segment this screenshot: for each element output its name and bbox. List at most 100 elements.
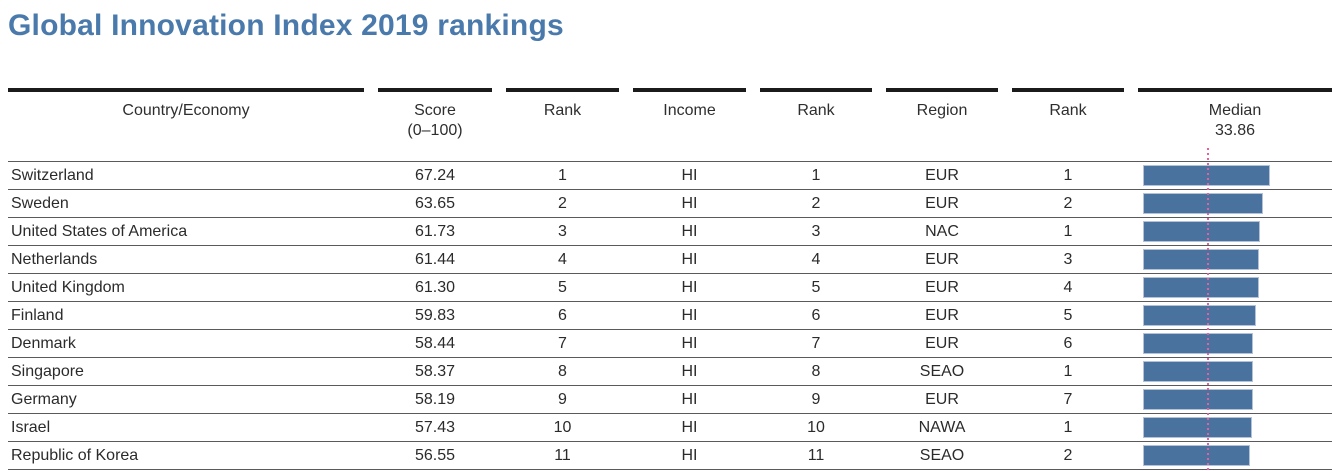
table-row: Republic of Korea 56.55 11 HI 11 SEAO 2: [8, 441, 1332, 469]
score-bar-cell: [1138, 218, 1332, 245]
score-rank-cell: 1: [558, 166, 567, 184]
score-bar-cell: [1138, 274, 1332, 301]
column-header-label: Region: [916, 102, 968, 119]
income-rank-cell: 11: [807, 446, 825, 464]
income-cell: HI: [681, 418, 698, 436]
column-header-label: Rank: [543, 102, 582, 119]
country-cell: Switzerland: [11, 166, 94, 184]
score-rank-cell: 8: [558, 362, 567, 380]
score-bar-track: [1143, 417, 1332, 438]
score-cell: 56.55: [414, 446, 456, 464]
score-bar-cell: [1138, 442, 1332, 469]
region-rank-cell: 6: [1063, 334, 1073, 352]
table-row: Israel 57.43 10 HI 10 NAWA 1: [8, 413, 1332, 441]
region-cell: EUR: [925, 278, 959, 296]
score-cell: 58.19: [414, 390, 456, 408]
income-rank-cell: 6: [811, 306, 821, 324]
region-cell: SEAO: [919, 362, 965, 380]
column-header-label: Country/Economy: [122, 102, 250, 119]
score-bar-track: [1143, 165, 1332, 186]
column-header-median: Median 33.86: [1138, 88, 1332, 161]
score-bar: [1143, 277, 1259, 298]
score-cell: 61.73: [414, 222, 456, 240]
country-cell: Sweden: [11, 194, 69, 212]
table-row: Switzerland 67.24 1 HI 1 EUR 1: [8, 161, 1332, 189]
column-header-sublabel: (0–100): [407, 122, 463, 139]
score-bar: [1143, 165, 1271, 186]
income-rank-cell: 2: [811, 194, 821, 212]
score-bar-track: [1143, 361, 1332, 382]
score-bar-track: [1143, 249, 1332, 270]
income-cell: HI: [681, 306, 698, 324]
region-rank-cell: 2: [1063, 446, 1073, 464]
region-rank-cell: 5: [1063, 306, 1073, 324]
income-cell: HI: [681, 362, 698, 380]
score-rank-cell: 6: [558, 306, 567, 324]
score-bar: [1143, 333, 1254, 354]
region-cell: EUR: [925, 194, 959, 212]
income-cell: HI: [681, 166, 698, 184]
column-header-income-rank: Rank: [760, 88, 872, 161]
table-row: Denmark 58.44 7 HI 7 EUR 6: [8, 329, 1332, 357]
score-bar-cell: [1138, 386, 1332, 413]
income-rank-cell: 1: [811, 166, 821, 184]
country-cell: Republic of Korea: [11, 446, 139, 464]
score-bar: [1143, 417, 1252, 438]
income-cell: HI: [681, 390, 698, 408]
score-bar: [1143, 361, 1254, 382]
region-cell: NAWA: [918, 418, 966, 436]
score-rank-cell: 11: [554, 446, 571, 464]
income-cell: HI: [681, 222, 698, 240]
score-cell: 58.44: [414, 334, 456, 352]
score-bar-track: [1143, 445, 1332, 466]
country-cell: Netherlands: [11, 250, 98, 268]
region-cell: EUR: [925, 334, 959, 352]
country-cell: United States of America: [11, 222, 188, 240]
country-cell: Singapore: [11, 362, 84, 380]
page-title: Global Innovation Index 2019 rankings: [8, 9, 564, 42]
income-rank-cell: 3: [811, 222, 821, 240]
score-bar-cell: [1138, 246, 1332, 273]
country-cell: United Kingdom: [11, 278, 125, 296]
income-rank-cell: 7: [811, 334, 821, 352]
region-cell: EUR: [925, 306, 959, 324]
column-header-score-rank: Rank: [506, 88, 619, 161]
score-cell: 58.37: [414, 362, 456, 380]
country-cell: Germany: [11, 390, 77, 408]
region-rank-cell: 1: [1063, 362, 1073, 380]
column-header-label: Rank: [1049, 102, 1087, 119]
score-rank-cell: 7: [558, 334, 567, 352]
score-bar-cell: [1138, 302, 1332, 329]
score-bar: [1143, 305, 1257, 326]
score-bar: [1143, 445, 1250, 466]
score-bar-cell: [1138, 190, 1332, 217]
income-cell: HI: [681, 446, 698, 464]
region-cell: SEAO: [919, 446, 965, 464]
income-rank-cell: 4: [811, 250, 821, 268]
score-cell: 67.24: [414, 166, 456, 184]
column-header-region: Region: [886, 88, 998, 161]
income-rank-cell: 5: [811, 278, 821, 296]
column-header-label: Score: [414, 102, 456, 119]
table-body: Switzerland 67.24 1 HI 1 EUR 1 Sweden 63…: [8, 161, 1332, 469]
score-bar-cell: [1138, 414, 1332, 441]
score-bar-track: [1143, 305, 1332, 326]
region-rank-cell: 4: [1063, 278, 1073, 296]
score-bar-track: [1143, 333, 1332, 354]
region-cell: EUR: [925, 390, 959, 408]
region-cell: EUR: [925, 166, 959, 184]
score-cell: 61.30: [414, 278, 456, 296]
country-cell: Denmark: [11, 334, 76, 352]
region-rank-cell: 1: [1063, 166, 1073, 184]
rankings-table: Country/Economy Score (0–100) Rank Incom…: [8, 88, 1332, 471]
country-cell: Israel: [11, 418, 51, 436]
region-rank-cell: 3: [1063, 250, 1073, 268]
income-rank-cell: 8: [811, 362, 821, 380]
score-cell: 63.65: [414, 194, 456, 212]
income-cell: HI: [681, 194, 698, 212]
score-bar: [1143, 193, 1264, 214]
column-header-income: Income: [633, 88, 746, 161]
score-bar-cell: [1138, 162, 1332, 189]
income-cell: HI: [681, 334, 698, 352]
score-bar: [1143, 221, 1260, 242]
